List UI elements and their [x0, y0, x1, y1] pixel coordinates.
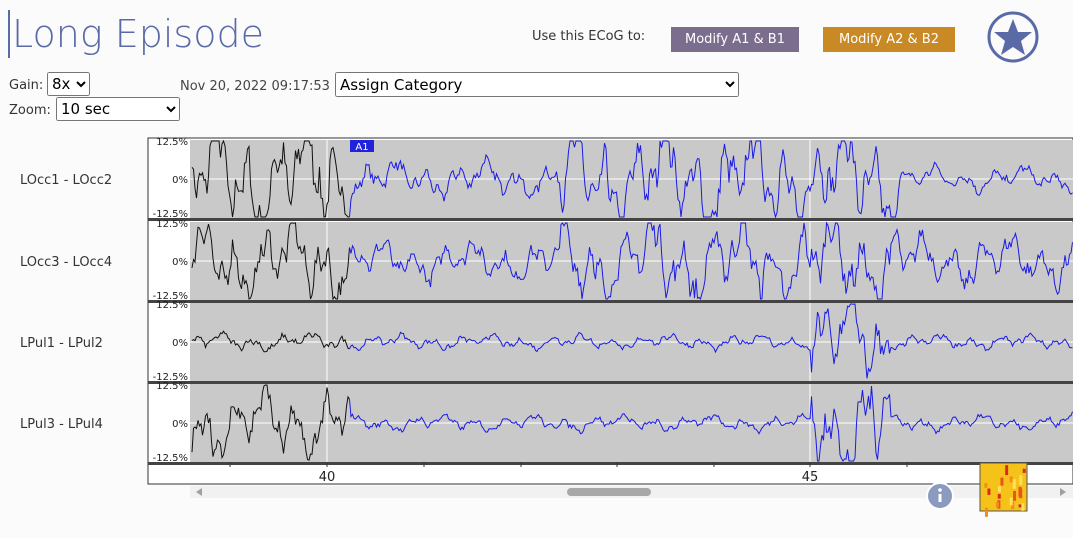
spectrogram-cell: [997, 493, 1001, 499]
y-tick-label: 12.5%: [156, 219, 188, 230]
spectrogram-thumbnail[interactable]: [979, 462, 1028, 517]
spectrogram-cell: [996, 501, 1000, 508]
spectrogram-cell: [997, 485, 1001, 493]
trace: [349, 385, 1073, 462]
y-tick-label: 0%: [172, 419, 188, 430]
y-tick-label: 0%: [172, 175, 188, 186]
y-tick-label: 12.5%: [156, 381, 188, 392]
y-tick-label: 12.5%: [156, 300, 188, 311]
spectrogram-cell: [1019, 488, 1023, 499]
favorite-star[interactable]: [985, 10, 1041, 66]
trace-reviewed: [191, 330, 350, 353]
spectrogram-cell: [1009, 476, 1013, 483]
trace-reviewed: [191, 139, 350, 218]
spectrogram-cell: [1000, 477, 1004, 486]
gain-label: Gain:: [9, 78, 44, 93]
spectrogram-cell: [1018, 504, 1022, 508]
gain-select[interactable]: 8x: [47, 72, 90, 96]
scroll-left[interactable]: [196, 488, 202, 496]
zoom-label: Zoom:: [9, 103, 51, 118]
info-i: [938, 494, 942, 502]
spectrogram-cell: [984, 483, 988, 488]
spectrogram-cell: [1013, 490, 1017, 501]
zoom-select[interactable]: 10 sec: [56, 97, 180, 121]
spectrogram-cell: [1021, 503, 1025, 511]
ecog-plot: LOcc1 - LOcc2 12.5% 0% -12.5% LOcc3 - LOcc4 1…: [20, 137, 1073, 517]
channel-label: LOcc3 - LOcc4: [20, 255, 112, 270]
spectrogram-cell: [1022, 468, 1026, 473]
spectrogram-cell: [987, 488, 991, 495]
y-tick-label: -12.5%: [153, 209, 188, 220]
y-tick-label: -12.5%: [153, 291, 188, 302]
modify-a1-button[interactable]: Modify A1 & B1: [671, 27, 799, 52]
scrollbar-thumb[interactable]: [567, 488, 651, 496]
trace: [349, 140, 1073, 219]
x-tick-label: 45: [802, 470, 819, 485]
channel-label: LOcc1 - LOcc2: [20, 173, 112, 188]
use-label: Use this ECoG to:: [532, 29, 646, 44]
marker-box: [350, 140, 374, 152]
trace: [349, 221, 1073, 301]
y-tick-label: 12.5%: [156, 137, 188, 148]
channel-label: LPul3 - LPul4: [20, 417, 103, 432]
spectrogram-cell: [1019, 475, 1023, 485]
x-tick-label: 40: [319, 470, 336, 485]
trace-reviewed: [191, 222, 350, 301]
spectrogram-cell: [1005, 465, 1009, 476]
spectrogram-cell: [984, 507, 988, 517]
y-tick-label: 0%: [172, 257, 188, 268]
timestamp: Nov 20, 2022 09:17:53: [180, 79, 330, 94]
category-select[interactable]: Assign Category: [335, 72, 739, 97]
marker-label: A1: [355, 142, 368, 153]
channel-label: LPul1 - LPul2: [20, 336, 103, 351]
scroll-right[interactable]: [1060, 488, 1066, 496]
info-dot: [938, 488, 942, 492]
modify-a2-button[interactable]: Modify A2 & B2: [823, 27, 955, 52]
trace-reviewed: [191, 384, 350, 461]
spectrogram-cell: [1009, 497, 1013, 506]
page-title: Long Episode: [8, 10, 264, 58]
y-tick-label: -12.5%: [153, 372, 188, 383]
y-tick-label: -12.5%: [153, 453, 188, 464]
y-tick-label: 0%: [172, 338, 188, 349]
spectrogram-cell: [1012, 479, 1016, 489]
trace: [349, 303, 1073, 379]
